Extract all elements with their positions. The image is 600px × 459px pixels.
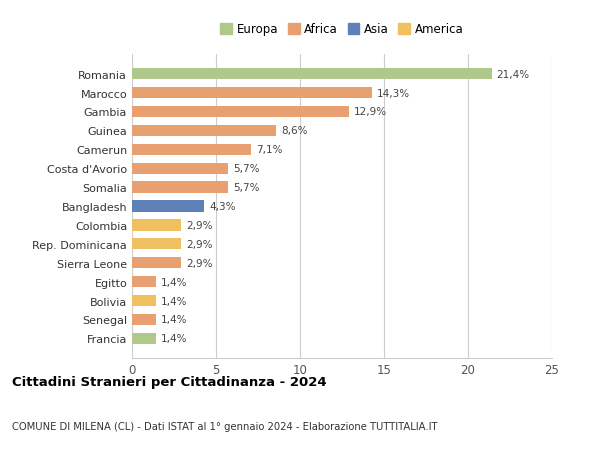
Text: 12,9%: 12,9% bbox=[354, 107, 387, 117]
Text: 1,4%: 1,4% bbox=[161, 277, 187, 287]
Bar bbox=[132, 69, 491, 80]
Bar bbox=[132, 276, 155, 288]
Text: 2,9%: 2,9% bbox=[186, 239, 212, 249]
Text: 2,9%: 2,9% bbox=[186, 258, 212, 268]
Bar bbox=[132, 125, 277, 137]
Legend: Europa, Africa, Asia, America: Europa, Africa, Asia, America bbox=[215, 18, 469, 41]
Bar bbox=[132, 163, 228, 174]
Text: 8,6%: 8,6% bbox=[281, 126, 308, 136]
Bar bbox=[132, 295, 155, 307]
Text: 5,7%: 5,7% bbox=[233, 164, 259, 174]
Text: Cittadini Stranieri per Cittadinanza - 2024: Cittadini Stranieri per Cittadinanza - 2… bbox=[12, 375, 326, 388]
Bar bbox=[132, 88, 372, 99]
Bar bbox=[132, 333, 155, 344]
Text: 1,4%: 1,4% bbox=[161, 334, 187, 344]
Bar bbox=[132, 182, 228, 193]
Bar bbox=[132, 314, 155, 325]
Text: 1,4%: 1,4% bbox=[161, 315, 187, 325]
Text: COMUNE DI MILENA (CL) - Dati ISTAT al 1° gennaio 2024 - Elaborazione TUTTITALIA.: COMUNE DI MILENA (CL) - Dati ISTAT al 1°… bbox=[12, 421, 437, 431]
Bar bbox=[132, 144, 251, 156]
Text: 2,9%: 2,9% bbox=[186, 220, 212, 230]
Text: 21,4%: 21,4% bbox=[497, 69, 530, 79]
Text: 5,7%: 5,7% bbox=[233, 183, 259, 193]
Bar bbox=[132, 239, 181, 250]
Bar bbox=[132, 220, 181, 231]
Text: 1,4%: 1,4% bbox=[161, 296, 187, 306]
Text: 4,3%: 4,3% bbox=[209, 202, 236, 212]
Text: 7,1%: 7,1% bbox=[256, 145, 283, 155]
Text: 14,3%: 14,3% bbox=[377, 89, 410, 98]
Bar bbox=[132, 201, 204, 212]
Bar bbox=[132, 106, 349, 118]
Bar bbox=[132, 257, 181, 269]
